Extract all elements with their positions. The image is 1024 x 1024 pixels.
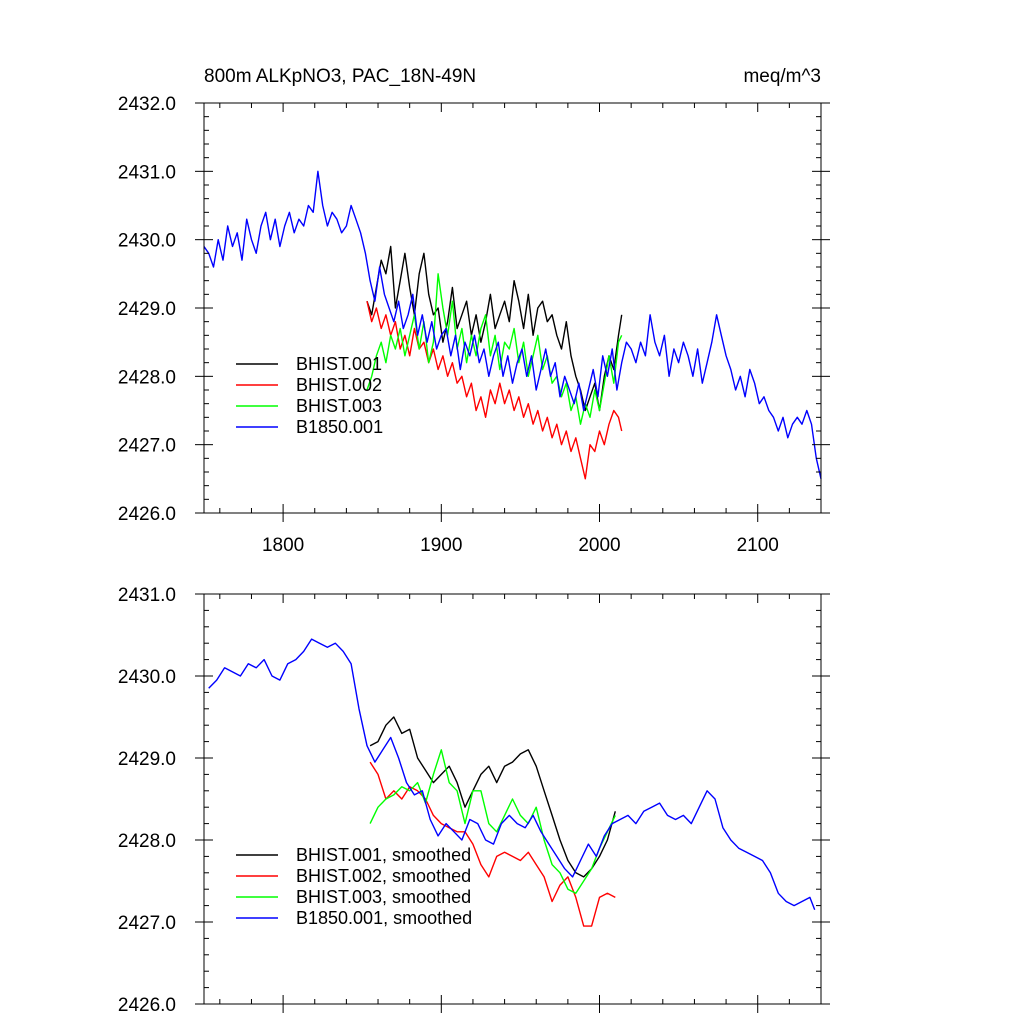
y-tick-label: 2429.0 — [118, 299, 176, 320]
top-panel-series — [203, 170, 822, 480]
top-panel: 800m ALKpNO3, PAC_18N-49N meq/m^3 1800 19… — [118, 66, 830, 556]
series-line-b1850-001-smoothed — [208, 638, 816, 910]
y-tick-label: 2427.0 — [118, 913, 176, 934]
x-tick-label: 1900 — [420, 535, 462, 556]
x-tick-label: 2000 — [578, 535, 620, 556]
legend-label: BHIST.003 — [296, 396, 382, 416]
y-tick-label: 2427.0 — [118, 436, 176, 457]
series-line-bhist-003 — [366, 273, 623, 425]
bottom-panel-ticks: 2426.0 2427.0 2428.0 2429.0 2430.0 2431.0 — [118, 585, 830, 1016]
y-tick-label: 2426.0 — [118, 995, 176, 1016]
series-line-bhist-001-smoothed — [369, 716, 616, 878]
y-tick-label: 2428.0 — [118, 831, 176, 852]
legend-label: BHIST.002 — [296, 375, 382, 395]
top-panel-ticks: 1800 1900 2000 2100 2426.0 2427.0 2428.0 2429.0… — [118, 94, 830, 556]
legend-label: BHIST.002, smoothed — [296, 866, 471, 886]
y-tick-label: 2430.0 — [118, 231, 176, 252]
y-tick-label: 2426.0 — [118, 504, 176, 525]
legend-label: BHIST.001 — [296, 354, 382, 374]
x-tick-label: 1800 — [262, 535, 304, 556]
series-line-bhist-002-smoothed — [369, 761, 616, 927]
y-tick-label: 2431.0 — [118, 162, 176, 183]
top-panel-title-left: 800m ALKpNO3, PAC_18N-49N — [204, 66, 476, 87]
bottom-panel: 2426.0 2427.0 2428.0 2429.0 2430.0 2431.0 BHI… — [118, 585, 830, 1016]
legend-label: BHIST.001, smoothed — [296, 845, 471, 865]
legend-label: B1850.001, smoothed — [296, 908, 472, 928]
y-tick-label: 2432.0 — [118, 94, 176, 115]
y-tick-label: 2431.0 — [118, 585, 176, 606]
y-tick-label: 2430.0 — [118, 667, 176, 688]
series-line-bhist-001 — [366, 245, 623, 412]
y-tick-label: 2428.0 — [118, 367, 176, 388]
legend-label: B1850.001 — [296, 417, 383, 437]
series-line-bhist-002 — [366, 301, 623, 480]
series-line-b1850-001 — [203, 170, 822, 479]
top-panel-title-right: meq/m^3 — [743, 66, 821, 87]
y-tick-label: 2429.0 — [118, 749, 176, 770]
x-tick-label: 2100 — [737, 535, 779, 556]
legend-label: BHIST.003, smoothed — [296, 887, 471, 907]
bottom-panel-series — [208, 638, 816, 927]
bottom-panel-axes-frame — [203, 593, 822, 1005]
top-panel-axes-frame — [203, 102, 822, 514]
